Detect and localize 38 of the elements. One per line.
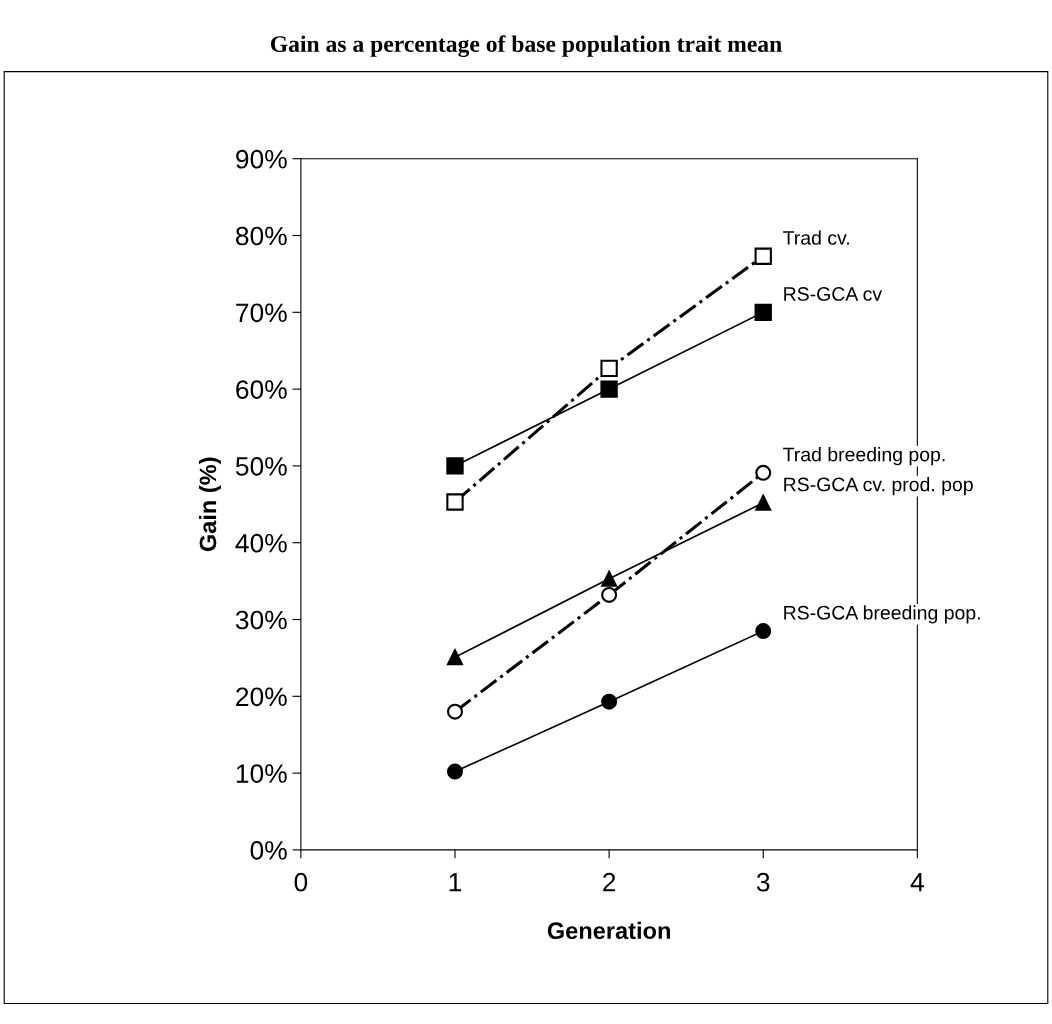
- y-axis-title: Gain (%): [198, 457, 221, 552]
- point: [446, 493, 464, 511]
- point: [601, 586, 618, 603]
- point: [600, 380, 618, 398]
- point: [755, 494, 772, 511]
- point: [601, 570, 618, 587]
- point: [754, 303, 772, 321]
- point: [601, 693, 618, 710]
- x-tick-label: 4: [910, 873, 924, 892]
- x-tick-label: 0: [294, 872, 308, 892]
- point: [600, 359, 618, 378]
- y-tick-label: 60%: [236, 380, 287, 399]
- y-tick-label: 10%: [236, 764, 287, 783]
- chart-title: Gain as a percentage of base population trait mean: [270, 35, 782, 57]
- point: [755, 623, 772, 640]
- point: [447, 703, 463, 720]
- y-tick-label: 30%: [235, 610, 287, 630]
- series-label: Trad cv.: [783, 230, 849, 245]
- point: [447, 649, 463, 666]
- y-tick-label: 90%: [236, 149, 287, 169]
- x-axis-title: Generation: [547, 921, 670, 940]
- series-label: Trad breeding pop.: [783, 447, 945, 466]
- y-tick-label: 40%: [235, 533, 287, 553]
- point: [447, 763, 463, 780]
- x-tick-label: 3: [756, 872, 770, 892]
- y-tick-label: 50%: [235, 457, 287, 476]
- y-tick-label: 80%: [236, 226, 287, 246]
- x-tick-label: 1: [449, 873, 462, 892]
- point: [755, 464, 772, 481]
- y-tick-label: 0%: [250, 841, 287, 860]
- point: [446, 457, 464, 475]
- y-tick-label: 70%: [236, 303, 287, 323]
- x-tick-label: 2: [603, 872, 616, 892]
- point: [754, 247, 772, 265]
- series-label: RS-GCA breeding pop.: [784, 605, 980, 624]
- series-label: RS-GCA cv. prod. pop: [784, 477, 973, 496]
- series-label: RS-GCA cv: [784, 287, 882, 301]
- y-tick-label: 20%: [236, 687, 287, 707]
